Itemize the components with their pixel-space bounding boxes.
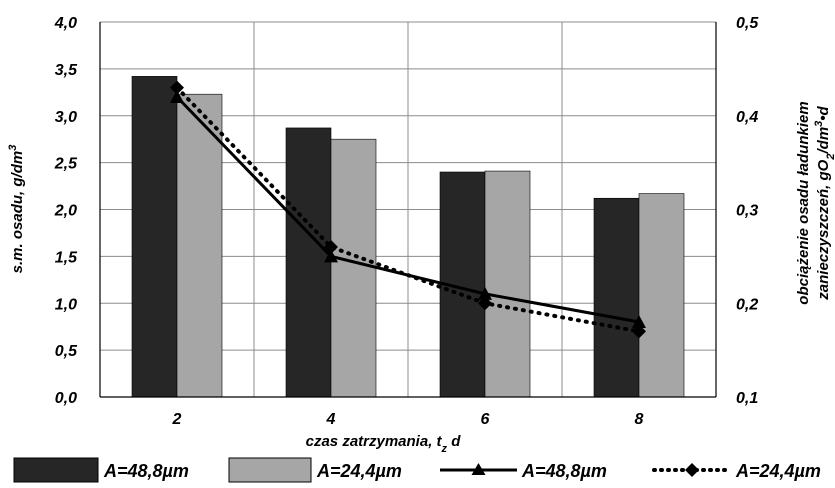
plot-frame <box>99 22 717 398</box>
right-tick-label: 0,3 <box>736 203 758 220</box>
bar-series2-4 <box>330 138 377 398</box>
bar-series2-6 <box>484 170 531 398</box>
x-tick-label: 8 <box>635 411 644 428</box>
bar-series2-8 <box>638 193 685 398</box>
left-tick-label: 0,0 <box>55 390 77 407</box>
left-tick-label: 3,0 <box>55 109 77 126</box>
left-tick-label: 1,5 <box>55 249 78 266</box>
right-tick-label: 0,5 <box>736 15 759 32</box>
line-series2-point-8 <box>632 324 646 339</box>
right-axis-title-line1: obciążenie osadu ładunkiem <box>795 101 812 304</box>
left-tick-label: 1,0 <box>55 296 77 313</box>
legend-swatch-bar-2 <box>228 457 312 483</box>
bar-series1-2 <box>131 76 178 398</box>
legend-label-line-1: A=48,8µm <box>521 461 607 481</box>
lines <box>170 80 646 339</box>
line-series2-point-2 <box>170 80 184 95</box>
x-tick-label: 6 <box>481 411 490 428</box>
legend-swatch-bar-1 <box>13 457 99 483</box>
left-axis-ticks: 0,0 0,5 1,0 1,5 2,0 2,5 3,0 3,5 4,0 <box>54 15 78 407</box>
right-axis-ticks: 0,1 0,2 0,3 0,4 0,5 <box>736 15 759 407</box>
bar-series1-4 <box>285 127 332 398</box>
x-tick-label: 2 <box>172 411 182 428</box>
right-axis-title-line2: zanieczyszczeń, gO2/dm3•d <box>813 105 835 300</box>
left-tick-label: 0,5 <box>55 343 78 360</box>
x-axis-title: czas zatrzymania, tz d <box>306 433 462 455</box>
legend-label-bar-2: A=24,4µm <box>316 461 402 481</box>
legend-marker-triangle <box>471 463 486 475</box>
legend-label-bar-1: A=48,8µm <box>103 461 189 481</box>
legend-marker-diamond <box>685 463 699 477</box>
bars <box>131 76 685 398</box>
line-series2-point-4 <box>324 240 338 254</box>
left-tick-label: 3,5 <box>55 62 78 79</box>
x-axis-ticks: 2 4 6 8 <box>172 411 644 428</box>
legend: A=48,8µm A=24,4µm A=48,8µm A=24,4µm <box>13 457 821 483</box>
left-tick-label: 2,0 <box>54 203 77 220</box>
right-tick-label: 0,2 <box>736 296 758 313</box>
line-series1-point-6 <box>478 286 492 300</box>
line-series1-point-2 <box>170 90 184 103</box>
line-series1-point-4 <box>324 249 338 263</box>
left-tick-label: 4,0 <box>54 15 77 32</box>
line-series1-point-8 <box>632 315 646 328</box>
line-series2-point-6 <box>478 296 492 311</box>
legend-label-line-2: A=24,4µm <box>735 461 821 481</box>
line-series2 <box>175 85 641 334</box>
left-axis-title: s.m. osadu, g/dm3 <box>7 145 26 274</box>
left-tick-label: 2,5 <box>54 156 78 173</box>
bar-series2-2 <box>176 93 223 398</box>
right-tick-label: 0,4 <box>736 109 758 126</box>
right-tick-label: 0,1 <box>736 390 758 407</box>
bar-series1-8 <box>593 197 640 398</box>
x-tick-label: 4 <box>326 411 336 428</box>
